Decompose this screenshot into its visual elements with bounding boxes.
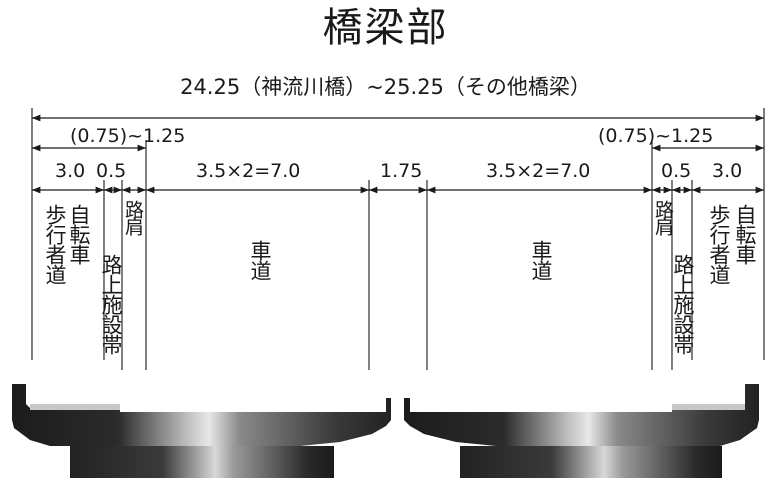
left-shoulder-range-label: (0.75)~1.25	[70, 125, 186, 147]
left-facility-zone-label: 路上施設帯	[99, 254, 123, 354]
left-pedestrian-label: 歩行者道	[43, 204, 67, 284]
left-facility-width: 0.5	[96, 160, 127, 182]
median-width: 1.75	[380, 160, 423, 182]
total-width-label: 24.25（神流川橋）~25.25（その他橋梁）	[180, 75, 591, 99]
right-facility-width: 0.5	[661, 160, 692, 182]
right-sidewalk-width: 3.0	[712, 160, 743, 182]
left-roadway-label: 車道	[248, 240, 272, 280]
right-pedestrian-label: 歩行者道	[707, 204, 731, 284]
right-shoulder-range-label: (0.75)~1.25	[598, 125, 714, 147]
right-roadway-label: 車道	[529, 240, 553, 280]
left-carriageway-width: 3.5×2=7.0	[196, 160, 301, 182]
right-facility-zone-label: 路上施設帯	[671, 254, 695, 354]
extension-lines	[31, 108, 765, 370]
left-bridge-deck	[12, 384, 391, 478]
diagram-title: 橋梁部	[322, 5, 449, 51]
right-shoulder-label: 路肩	[652, 200, 674, 234]
right-bike-lane-label: 自転車	[733, 204, 757, 264]
left-bike-lane-label: 自転車	[67, 204, 91, 264]
right-bridge-deck	[404, 384, 759, 478]
left-sidewalk-width: 3.0	[55, 160, 86, 182]
right-carriageway-width: 3.5×2=7.0	[486, 160, 591, 182]
left-shoulder-label: 路肩	[122, 200, 144, 234]
